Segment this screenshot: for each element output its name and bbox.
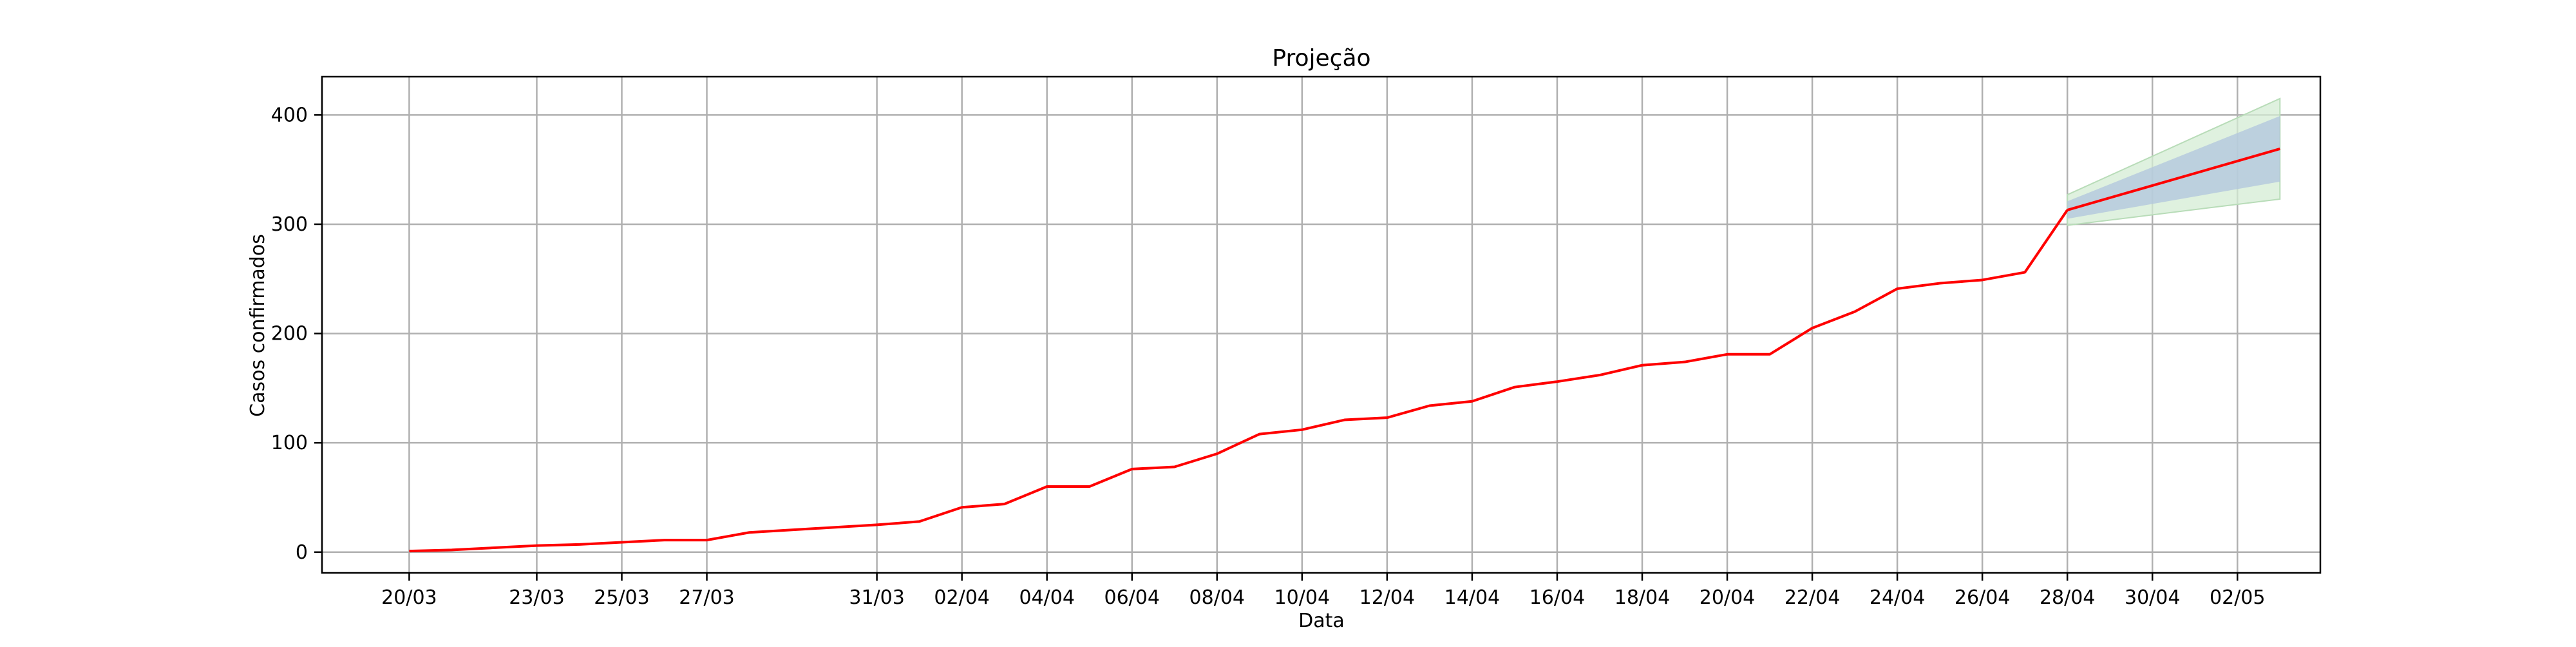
- projection-center-line: [2067, 148, 2280, 211]
- plot-frame: [321, 75, 2322, 574]
- x-tick-label-4: 31/03: [849, 586, 904, 609]
- x-tick-label-17: 26/04: [1955, 586, 2010, 609]
- x-tick-label-14: 20/04: [1700, 586, 1755, 609]
- x-tick-label-11: 14/04: [1444, 586, 1500, 609]
- x-tick-label-13: 18/04: [1615, 586, 1670, 609]
- x-tick-label-10: 12/04: [1359, 586, 1415, 609]
- x-tick-label-19: 30/04: [2125, 586, 2180, 609]
- x-tick-label-20: 02/05: [2210, 586, 2265, 609]
- x-tick-label-16: 24/04: [1870, 586, 1925, 609]
- x-tick-label-15: 22/04: [1785, 586, 1840, 609]
- y-tick-label-2: 200: [271, 323, 308, 345]
- axes: 20/03 23/03 25/03 27/03 31/03 02/04 04/04 06/04…: [271, 75, 2322, 609]
- inner-confidence-band: [2067, 116, 2280, 219]
- x-tick-label-12: 16/04: [1530, 586, 1585, 609]
- observed-cases-line: [409, 209, 2069, 553]
- x-tick-label-5: 02/04: [934, 586, 989, 609]
- series-lines: [409, 148, 2280, 553]
- x-tick-label-0: 20/03: [381, 586, 437, 609]
- chart-title: Projeção: [1272, 45, 1370, 72]
- x-tick-label-1: 23/03: [509, 586, 564, 609]
- y-tick-label-3: 300: [271, 213, 308, 236]
- x-tick-label-9: 10/04: [1274, 586, 1330, 609]
- x-tick-label-6: 04/04: [1019, 586, 1074, 609]
- gridlines: [322, 77, 2320, 573]
- y-tick-label-4: 400: [271, 104, 308, 126]
- y-tick-label-1: 100: [271, 432, 308, 454]
- projection-bands: [2067, 97, 2281, 226]
- x-tick-label-2: 25/03: [594, 586, 649, 609]
- x-tick-label-8: 08/04: [1189, 586, 1245, 609]
- y-axis-title: Casos confirmados: [247, 234, 269, 417]
- x-tick-label-18: 28/04: [2040, 586, 2095, 609]
- x-axis-title: Data: [1298, 610, 1345, 632]
- y-tick-label-0: 0: [296, 541, 308, 564]
- x-tick-label-3: 27/03: [679, 586, 734, 609]
- x-tick-label-7: 06/04: [1104, 586, 1160, 609]
